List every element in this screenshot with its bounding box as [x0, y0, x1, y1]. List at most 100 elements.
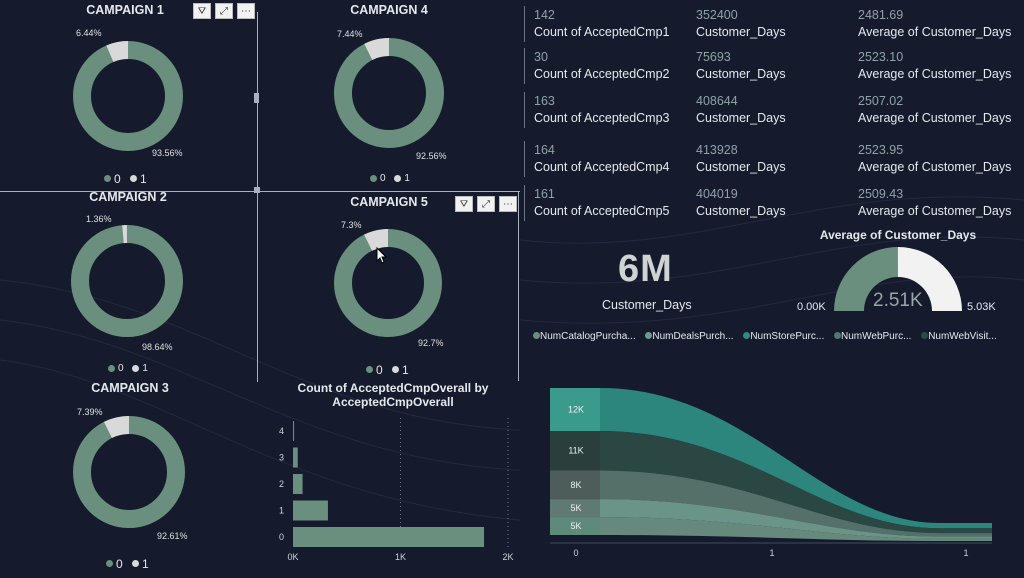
bar-3[interactable]: [293, 447, 298, 468]
avg-label: Average of Customer_Days: [858, 25, 1012, 39]
avg-value: 2523.95: [858, 143, 904, 157]
bar-2[interactable]: [293, 474, 303, 494]
donut-title-campaign-5: CAMPAIGN 5: [350, 195, 428, 209]
x-tick-label: 1K: [395, 552, 406, 562]
ribbon-3[interactable]: [600, 499, 992, 539]
avg-label: Average of Customer_Days: [858, 204, 1012, 218]
ribbon-label: 12K: [568, 405, 584, 415]
ribbon-2[interactable]: [600, 470, 992, 537]
ribbon-label: 11K: [568, 446, 583, 456]
y-tick-label: 1: [279, 506, 284, 516]
legend-swatch: [104, 175, 111, 183]
focus-mode-icon[interactable]: ⤢: [215, 3, 233, 19]
bar-chart[interactable]: 0K 1K 2K 4 3 2 1 0: [276, 418, 518, 568]
legend-label: NumDealsPurch...: [652, 331, 734, 342]
ribbon-head-1[interactable]: [550, 431, 600, 471]
kpi-label: Customer_Days: [602, 298, 692, 312]
legend-label: 1: [402, 362, 409, 377]
selection-outline: [257, 12, 258, 382]
donut-slice-0[interactable]: [334, 229, 442, 337]
focus-mode-icon[interactable]: ⤢: [477, 196, 495, 212]
donut-chart-campaign-3[interactable]: [73, 416, 185, 528]
filter-icon[interactable]: ⛛: [455, 196, 473, 212]
legend-swatch: [645, 332, 653, 339]
bar-chart-title: Count of AcceptedCmpOverall by AcceptedC…: [297, 381, 489, 409]
card-row-1: 142 Count of AcceptedCmp1 352400 Custome…: [524, 6, 1024, 42]
count-label: Count of AcceptedCmp3: [534, 111, 670, 125]
filter-icon[interactable]: ⛛: [193, 3, 211, 19]
bar-4[interactable]: [293, 421, 295, 441]
ribbon-0[interactable]: [600, 388, 992, 529]
resize-handle[interactable]: [254, 187, 260, 193]
donut-chart-campaign-4[interactable]: [334, 38, 444, 148]
legend-label: NumWebVisit...: [928, 331, 997, 342]
donut-label-small: 7.39%: [77, 407, 103, 417]
resize-handle[interactable]: [254, 93, 259, 103]
bar-0[interactable]: [293, 527, 485, 547]
ribbon-head-0[interactable]: [550, 388, 600, 432]
legend-swatch: [370, 175, 377, 182]
x-tick-label: 0K: [287, 552, 298, 562]
y-tick-label: 4: [279, 426, 284, 436]
count-value: 164: [534, 143, 555, 157]
legend-swatch: [834, 332, 842, 339]
gauge-remainder[interactable]: [897, 247, 962, 311]
legend-swatch: [132, 365, 140, 372]
donut-slice-1[interactable]: [73, 41, 183, 151]
more-options-icon[interactable]: ⋯: [237, 3, 255, 19]
donut-slice-0[interactable]: [73, 416, 185, 528]
legend-swatch: [921, 332, 929, 339]
ribbon-head-3[interactable]: [550, 499, 600, 518]
legend-swatch: [533, 332, 540, 339]
more-options-icon[interactable]: ⋯: [499, 196, 517, 212]
donut-slice-0[interactable]: [71, 225, 183, 337]
donut-slice-0[interactable]: [73, 41, 183, 151]
ribbon-chart[interactable]: 12K 11K 8K 5K 5K 0 1 1: [545, 380, 1000, 560]
days-label: Customer_Days: [696, 25, 786, 39]
card-row-4: 164 Count of AcceptedCmp4 413928 Custome…: [524, 141, 1024, 177]
legend-label: NumWebPurc...: [841, 331, 912, 342]
ribbon-head-2[interactable]: [550, 470, 600, 500]
avg-label: Average of Customer_Days: [858, 111, 1012, 125]
legend-label: 0: [118, 363, 124, 374]
selection-outline: [258, 191, 520, 192]
legend-swatch: [392, 366, 400, 374]
gauge-min: 0.00K: [797, 301, 826, 313]
gauge-chart[interactable]: [830, 243, 966, 315]
y-tick-label: 3: [279, 453, 284, 463]
card-row-5: 161 Count of AcceptedCmp5 404019 Custome…: [524, 185, 1024, 221]
ribbon-1[interactable]: [600, 431, 992, 534]
donut-slice-0[interactable]: [334, 38, 444, 148]
ribbon-4[interactable]: [600, 517, 992, 541]
legend-label: 1: [142, 556, 149, 571]
donut-chart-campaign-2[interactable]: [71, 225, 183, 337]
gauge-title: Average of Customer_Days: [819, 228, 977, 242]
legend-label: 1: [404, 173, 410, 184]
multi-row-card[interactable]: 142 Count of AcceptedCmp1 352400 Custome…: [524, 6, 1024, 226]
days-value: 75693: [696, 50, 731, 64]
ribbon-label: 8K: [570, 480, 581, 490]
legend-label: 0: [114, 171, 121, 186]
count-value: 142: [534, 8, 555, 22]
donut-label-big: 92.7%: [418, 338, 444, 348]
avg-value: 2523.10: [858, 50, 904, 64]
count-value: 161: [534, 187, 555, 201]
donut-chart-campaign-5[interactable]: [334, 229, 442, 337]
donut-legend: 0 1: [106, 556, 155, 571]
donut-title-campaign-1: CAMPAIGN 1: [86, 3, 164, 17]
selection-outline: [518, 191, 519, 381]
bar-1[interactable]: [293, 500, 328, 521]
ribbon-head-4[interactable]: [550, 517, 600, 535]
donut-title-campaign-2: CAMPAIGN 2: [89, 190, 167, 204]
donut-chart-campaign-1[interactable]: [73, 41, 183, 151]
x-tick-label: 1: [769, 548, 774, 558]
legend-label: 1: [142, 363, 148, 374]
donut-legend: 0 1: [366, 362, 415, 377]
avg-label: Average of Customer_Days: [858, 67, 1012, 81]
gauge-fill[interactable]: [834, 247, 898, 311]
avg-value: 2509.43: [858, 187, 904, 201]
card-row-3: 163 Count of AcceptedCmp3 408644 Custome…: [524, 92, 1024, 128]
donut-slice-1[interactable]: [71, 225, 183, 337]
donut-legend: 0 1: [108, 363, 154, 374]
